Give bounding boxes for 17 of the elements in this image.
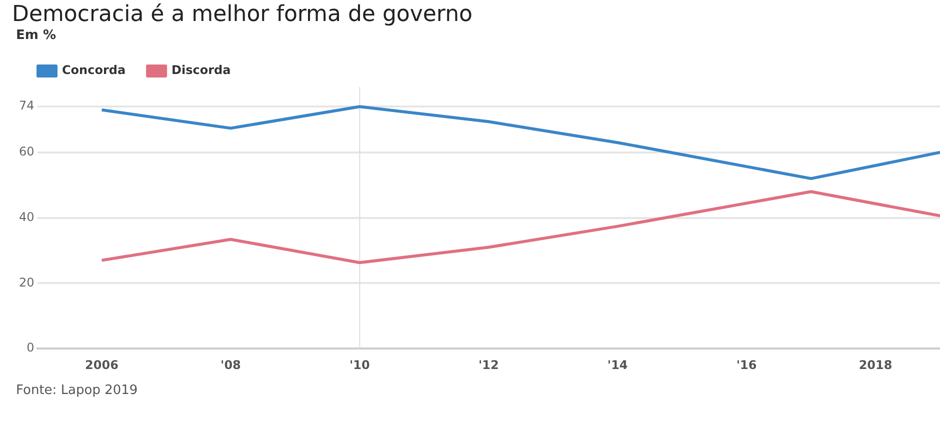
source-note: Fonte: Lapop 2019 [15,383,139,398]
y-tick-label: 0 [26,340,34,355]
y-tick-label: 20 [18,275,34,290]
x-tick-label: 2006 [85,358,118,372]
x-tick-label: '12 [478,358,499,372]
x-tick-label: '14 [607,358,628,372]
x-tick-label: '08 [220,358,241,372]
y-tick-label: 74 [18,98,34,113]
y-tick-label: 60 [18,144,34,159]
x-tick-label: '10 [349,358,370,372]
y-tick-label: 40 [18,210,34,224]
legend-label: Discorda [172,63,231,78]
chart-title: Democracia é a melhor forma de governo [11,1,474,28]
chart-subtitle: Em % [15,28,57,43]
x-tick-label: 2018 [858,358,892,372]
legend-label: Concorda [62,63,126,78]
x-tick-label: '16 [736,358,757,372]
